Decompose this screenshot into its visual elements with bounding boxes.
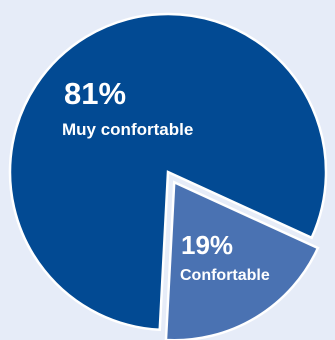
slice-value-label-confortable: 19% bbox=[181, 230, 233, 260]
slice-value-label-muy-confortable: 81% bbox=[64, 76, 126, 111]
pie-slices bbox=[8, 12, 328, 340]
slice-category-label-confortable: Confortable bbox=[180, 267, 270, 284]
slice-category-label-muy-confortable: Muy confortable bbox=[62, 120, 193, 139]
pie-slice-muy-confortable bbox=[8, 12, 328, 332]
